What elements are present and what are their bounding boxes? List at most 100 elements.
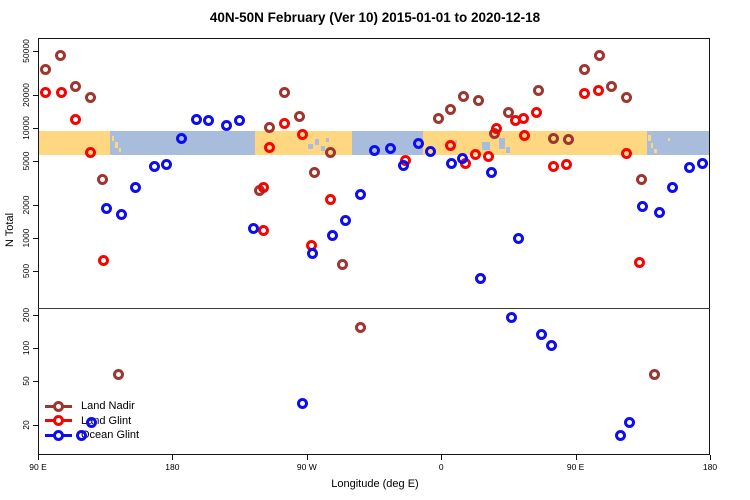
data-point-ocean-glint bbox=[456, 152, 468, 164]
y-tick bbox=[33, 315, 38, 316]
x-tick bbox=[172, 455, 173, 460]
data-point-land-nadir bbox=[69, 80, 81, 92]
data-point-land-glint bbox=[519, 129, 531, 141]
data-point-land-nadir bbox=[458, 90, 470, 102]
data-point-land-nadir bbox=[293, 111, 305, 123]
map-lake-speck bbox=[320, 145, 325, 151]
map-lake-speck bbox=[308, 143, 313, 149]
data-point-ocean-glint bbox=[697, 157, 709, 169]
data-point-land-glint bbox=[444, 139, 456, 151]
map-lake-speck bbox=[315, 138, 320, 145]
data-point-land-nadir bbox=[278, 87, 290, 99]
y-tick-label: 20 bbox=[21, 420, 31, 430]
data-point-land-glint bbox=[561, 158, 573, 170]
data-point-ocean-glint bbox=[307, 248, 319, 260]
x-tick-label: 90 E bbox=[29, 462, 47, 472]
y-tick-label: 20000 bbox=[21, 83, 31, 107]
x-tick-label: 180 bbox=[702, 462, 718, 472]
data-point-land-nadir bbox=[444, 103, 456, 115]
data-point-ocean-glint bbox=[368, 144, 380, 156]
data-point-land-glint bbox=[39, 87, 51, 99]
data-point-ocean-glint bbox=[247, 222, 259, 234]
data-point-ocean-glint bbox=[667, 182, 679, 194]
ocean-glint-marker-icon bbox=[45, 429, 72, 441]
reference-line bbox=[38, 308, 710, 309]
y-tick-label: 100 bbox=[21, 340, 31, 356]
data-point-land-nadir bbox=[113, 368, 125, 380]
land-nadir-marker-icon bbox=[45, 400, 72, 412]
data-point-ocean-glint bbox=[190, 113, 202, 125]
map-lake-speck bbox=[481, 141, 491, 150]
data-point-ocean-glint bbox=[637, 200, 649, 212]
data-point-ocean-glint bbox=[148, 160, 160, 172]
data-point-ocean-glint bbox=[505, 311, 517, 323]
y-tick-label: 200 bbox=[21, 307, 31, 322]
y-tick bbox=[33, 161, 38, 162]
x-tick-label: 90 E bbox=[566, 462, 585, 472]
data-point-land-nadir bbox=[432, 112, 444, 124]
y-tick-label: 2000 bbox=[21, 195, 31, 215]
data-point-land-nadir bbox=[620, 91, 632, 103]
data-point-land-nadir bbox=[593, 49, 605, 61]
legend-row-ocean-glint: Ocean Glint bbox=[45, 428, 139, 443]
data-point-ocean-glint bbox=[623, 417, 635, 429]
data-point-land-nadir bbox=[547, 132, 559, 144]
land-glint-marker-icon bbox=[45, 415, 72, 427]
data-point-ocean-glint bbox=[614, 430, 626, 442]
data-point-ocean-glint bbox=[202, 114, 214, 126]
data-point-land-nadir bbox=[96, 174, 108, 186]
data-point-land-nadir bbox=[325, 146, 337, 158]
data-point-land-glint bbox=[325, 193, 337, 205]
x-tick-label: 0 bbox=[438, 462, 444, 472]
data-point-ocean-glint bbox=[446, 157, 458, 169]
x-tick bbox=[576, 455, 577, 460]
y-tick bbox=[33, 271, 38, 272]
data-point-land-nadir bbox=[308, 167, 320, 179]
data-point-land-glint bbox=[257, 181, 269, 193]
y-tick bbox=[33, 425, 38, 426]
data-point-ocean-glint bbox=[486, 167, 498, 179]
x-tick bbox=[307, 455, 308, 460]
data-point-land-glint bbox=[517, 112, 529, 124]
data-point-land-nadir bbox=[649, 368, 661, 380]
map-island-speck bbox=[651, 142, 654, 148]
data-point-land-glint bbox=[634, 256, 646, 268]
y-tick-label: 500 bbox=[21, 264, 31, 279]
data-point-land-nadir bbox=[635, 174, 647, 186]
y-tick-label: 50000 bbox=[21, 39, 31, 63]
data-point-land-nadir bbox=[605, 80, 617, 92]
data-point-ocean-glint bbox=[683, 161, 695, 173]
y-tick-label: 1000 bbox=[21, 228, 31, 248]
map-lake-speck bbox=[499, 137, 506, 149]
legend-label: Ocean Glint bbox=[81, 429, 140, 442]
data-point-ocean-glint bbox=[116, 209, 128, 221]
data-point-ocean-glint bbox=[175, 132, 187, 144]
data-point-land-glint bbox=[579, 87, 591, 99]
x-tick bbox=[38, 455, 39, 460]
data-point-ocean-glint bbox=[220, 119, 232, 131]
data-point-ocean-glint bbox=[535, 328, 547, 340]
data-point-ocean-glint bbox=[474, 273, 486, 285]
map-band-ocean-segment bbox=[647, 130, 710, 155]
y-tick-label: 50 bbox=[21, 376, 31, 386]
data-point-land-glint bbox=[56, 87, 68, 99]
data-point-land-glint bbox=[483, 151, 495, 163]
data-point-land-glint bbox=[620, 147, 632, 159]
data-point-ocean-glint bbox=[234, 115, 246, 127]
map-island-speck bbox=[648, 134, 651, 141]
y-tick-label: 5000 bbox=[21, 151, 31, 171]
data-point-land-glint bbox=[257, 225, 269, 237]
data-point-land-glint bbox=[84, 146, 96, 158]
data-point-ocean-glint bbox=[653, 206, 665, 218]
data-point-land-glint bbox=[98, 255, 110, 267]
data-point-land-glint bbox=[296, 128, 308, 140]
data-point-land-glint bbox=[490, 123, 502, 135]
data-point-ocean-glint bbox=[340, 215, 352, 227]
x-tick-label: 90 W bbox=[296, 462, 317, 472]
x-tick bbox=[441, 455, 442, 460]
y-tick bbox=[33, 348, 38, 349]
data-point-land-nadir bbox=[54, 49, 66, 61]
data-point-ocean-glint bbox=[384, 143, 396, 155]
map-lake-speck bbox=[326, 137, 330, 142]
map-island-speck bbox=[111, 135, 115, 141]
